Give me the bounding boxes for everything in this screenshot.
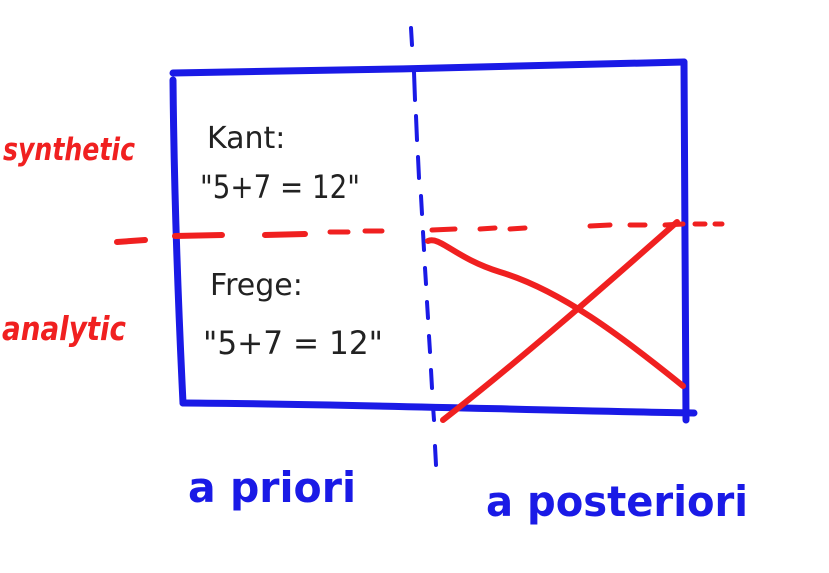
column-label-a-priori: a priori	[188, 463, 356, 512]
row-label-analytic: analytic	[2, 309, 126, 348]
frame-left-edge	[173, 80, 183, 403]
cross-out-mark	[428, 222, 683, 420]
cell-bottom-left: Frege: "5+7 = 12"	[203, 268, 383, 362]
frege-label: Frege:	[210, 268, 303, 303]
column-label-a-posteriori: a posteriori	[486, 477, 748, 526]
kant-label: Kant:	[207, 121, 285, 156]
frame-right-edge	[684, 62, 686, 420]
frege-statement: "5+7 = 12"	[203, 324, 383, 362]
column-divider	[411, 28, 436, 465]
frame-bottom-edge	[183, 403, 694, 413]
cross-stroke-up	[443, 222, 677, 420]
cell-top-left: Kant: "5+7 = 12"	[200, 121, 360, 206]
row-label-synthetic: synthetic	[3, 132, 136, 168]
kant-statement: "5+7 = 12"	[200, 168, 360, 206]
cross-stroke-down	[428, 240, 683, 386]
row-divider	[117, 224, 722, 242]
frame-top-edge	[173, 62, 684, 73]
